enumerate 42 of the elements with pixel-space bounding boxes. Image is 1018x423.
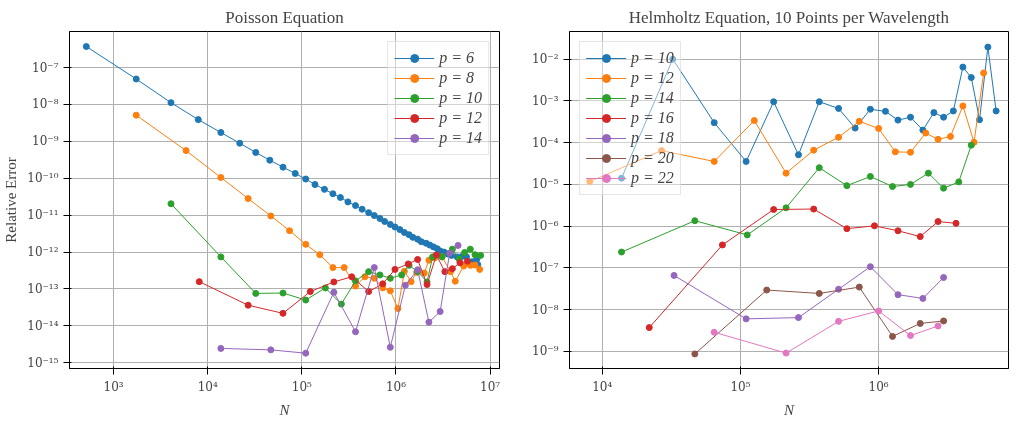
chart-title: Poisson Equation <box>225 7 345 27</box>
x-tick-label: 10⁵ <box>291 379 313 394</box>
y-tick-label: 10⁻¹¹ <box>27 208 59 223</box>
y-tick-label: 10⁻⁹ <box>32 134 59 149</box>
y-tick-label: 10⁻⁵ <box>532 177 559 192</box>
x-tick-label: 10⁵ <box>730 379 751 394</box>
y-tick-label: 10⁻⁸ <box>532 302 559 317</box>
y-tick-label: 10⁻¹² <box>27 245 59 260</box>
y-tick-label: 10⁻¹⁴ <box>27 318 59 333</box>
legend-label: p = 10 <box>439 89 482 107</box>
legend-label: p = 16 <box>631 109 674 127</box>
x-tick-label: 10⁴ <box>197 379 218 394</box>
legend-label: p = 20 <box>631 149 674 167</box>
legend-label: p = 10 <box>631 49 674 67</box>
x-tick-label: 10⁴ <box>592 379 613 394</box>
legend-label: p = 12 <box>439 109 482 127</box>
x-tick-label: 10⁶ <box>868 379 889 394</box>
legend-label: p = 8 <box>439 69 474 87</box>
y-tick-label: 10⁻¹⁰ <box>27 171 59 186</box>
x-tick-label: 10⁶ <box>385 379 407 394</box>
chart-title: Helmholtz Equation, 10 Points per Wavelength <box>628 7 950 27</box>
y-tick-label: 10⁻⁸ <box>32 97 59 112</box>
x-tick-label: 10³ <box>103 379 124 394</box>
y-tick-label: 10⁻² <box>532 52 559 67</box>
legend-label: p = 12 <box>631 69 674 87</box>
x-axis-title: N <box>278 401 291 418</box>
y-axis-title: Relative Error <box>3 157 20 243</box>
y-tick-label: 10⁻¹³ <box>27 281 59 296</box>
y-tick-label: 10⁻⁷ <box>32 60 59 75</box>
legend-label: p = 18 <box>631 129 674 147</box>
legend-label: p = 14 <box>439 129 482 147</box>
legend-label: p = 14 <box>631 89 674 107</box>
y-tick-label: 10⁻⁶ <box>532 219 559 234</box>
x-axis-title: N <box>783 401 795 418</box>
y-tick-label: 10⁻⁴ <box>532 135 559 150</box>
legend-label: p = 22 <box>631 169 674 187</box>
y-tick-label: 10⁻⁹ <box>532 344 559 359</box>
legend-label: p = 6 <box>439 49 474 67</box>
x-tick-label: 10⁷ <box>480 379 501 394</box>
y-tick-label: 10⁻⁷ <box>532 260 559 275</box>
y-tick-label: 10⁻³ <box>532 93 559 108</box>
y-tick-label: 10⁻¹⁵ <box>27 355 59 370</box>
